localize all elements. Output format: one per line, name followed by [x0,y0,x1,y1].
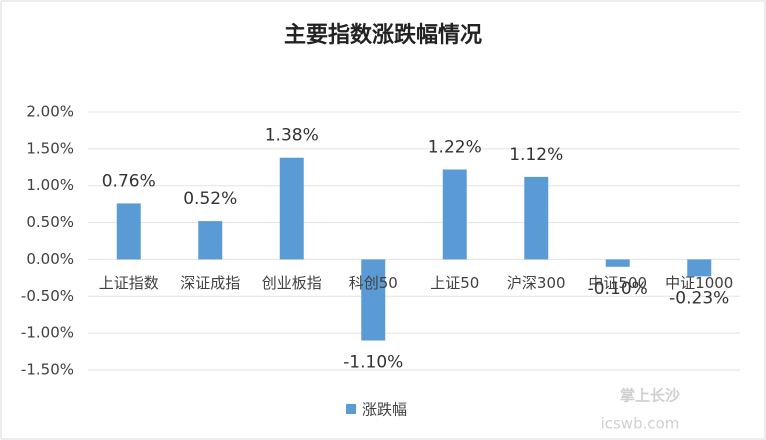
y-tick-label: 1.50% [26,139,74,157]
x-tick-label: 中证500 [588,274,647,292]
y-tick-label: 1.00% [26,176,74,194]
y-tick-label: 0.50% [26,213,74,231]
y-tick-label: -1.00% [21,324,74,342]
chart-title: 主要指数涨跌幅情况 [284,22,482,48]
value-label: 1.22% [428,137,482,157]
bar [279,157,304,260]
watermark: 掌上长沙 [620,387,680,405]
value-label: 0.76% [102,171,156,191]
legend-swatch [346,404,356,414]
watermark: icswb.com [601,415,680,433]
x-tick-label: 创业板指 [262,274,322,292]
y-tick-label: -0.50% [21,287,74,305]
bar [687,259,712,277]
value-label: -0.10% [588,279,648,299]
bar [361,259,386,341]
x-tick-label: 深证成指 [180,274,240,292]
bar [524,176,549,260]
y-tick-label: 2.00% [26,103,74,121]
value-label: 1.38% [265,126,319,146]
value-label: -1.10% [343,353,403,373]
value-label: 1.12% [509,145,563,165]
legend-label: 涨跌幅 [362,401,407,419]
x-tick-label: 科创50 [349,274,398,292]
bar [442,169,467,260]
bar [198,221,223,260]
x-tick-label: 中证1000 [665,274,733,292]
value-label: 0.52% [183,189,237,209]
x-tick-label: 上证50 [430,274,479,292]
value-label: -0.23% [669,288,729,308]
y-tick-label: -1.50% [21,361,74,379]
y-tick-label: 0.00% [26,250,74,268]
bar [116,203,141,260]
x-tick-label: 上证指数 [99,274,159,292]
bar [605,259,630,267]
x-tick-label: 沪深300 [507,274,566,292]
